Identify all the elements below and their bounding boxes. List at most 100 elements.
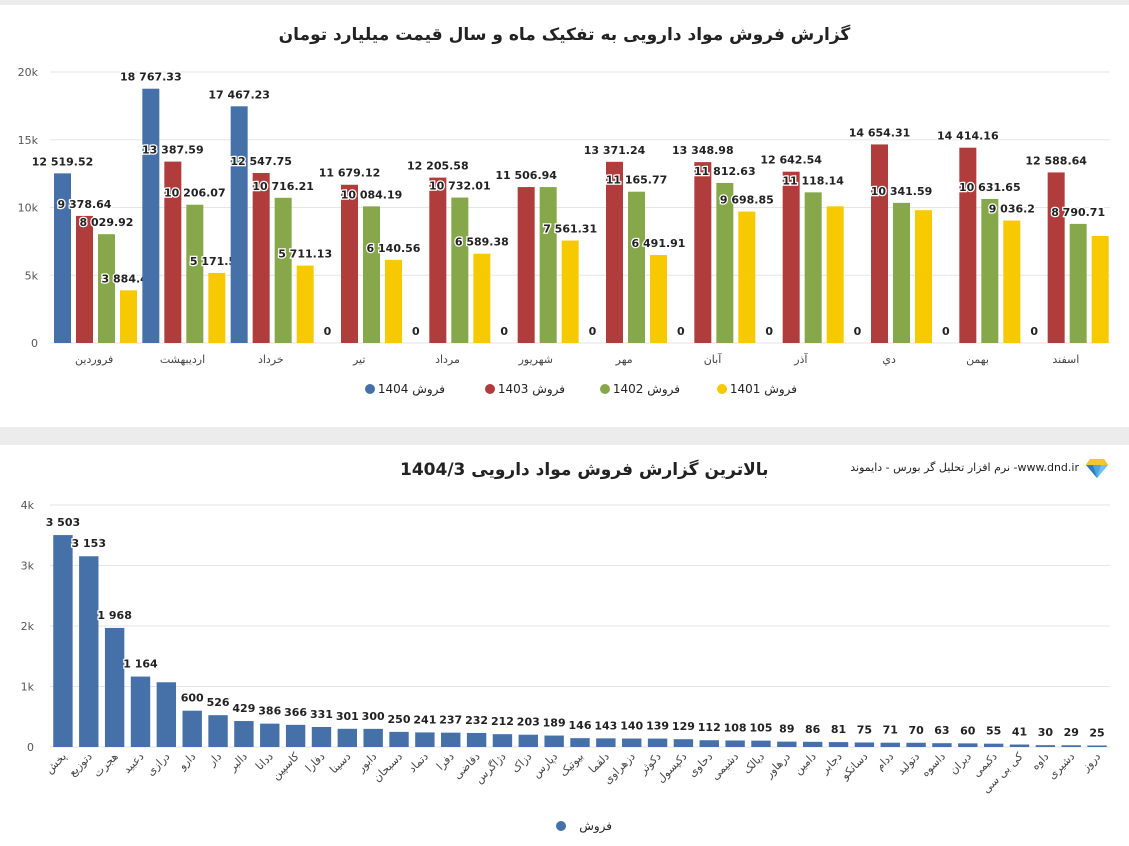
data-label: 300 <box>362 710 385 723</box>
x-tick-label: شهریور <box>518 353 553 366</box>
data-label: 75 <box>857 723 872 736</box>
bar <box>893 202 910 343</box>
bar <box>1047 172 1065 343</box>
data-label: 212 <box>491 715 514 728</box>
data-label: 11 118.14 <box>782 174 844 187</box>
x-tick-label: اسفند <box>1052 353 1079 366</box>
x-tick-label: خرداد <box>258 353 284 366</box>
data-label: 12 588.64 <box>1025 154 1087 167</box>
bar <box>492 734 513 747</box>
legend-label: فروش <box>579 819 612 834</box>
x-tick-label: هجرت <box>91 750 121 780</box>
bar <box>1087 745 1107 747</box>
data-label: 241 <box>413 713 436 726</box>
data-label: 129 <box>672 720 695 733</box>
bar <box>517 187 535 343</box>
top-sales-chart: 0 1k 2k 3k 4k 3 503 پخش 3 153 دتوزیع 1 968 هجرت 1 1… <box>21 499 1110 834</box>
bar <box>208 272 226 343</box>
bar <box>699 740 719 747</box>
data-label: 6 589.38 <box>455 236 509 249</box>
data-label: 0 <box>942 325 950 338</box>
data-label: 14 414.16 <box>937 130 999 143</box>
data-label: 0 <box>589 325 597 338</box>
x-tick-label: دار <box>205 750 224 769</box>
y-tick-label: 3k <box>21 560 35 573</box>
bar <box>539 187 557 343</box>
bar <box>164 161 182 343</box>
data-label: 250 <box>388 713 411 726</box>
legend-marker <box>365 384 375 394</box>
bar <box>142 88 160 344</box>
data-label: 0 <box>765 325 773 338</box>
bar <box>415 732 435 747</box>
x-tick-label: دتولید <box>895 750 923 778</box>
data-label: 112 <box>698 721 721 734</box>
data-label: 189 <box>543 717 566 730</box>
data-label: 11 165.77 <box>606 174 668 187</box>
diamond-logo-icon <box>1086 459 1108 478</box>
data-label: 30 <box>1038 726 1054 739</box>
data-label: 70 <box>908 724 924 737</box>
legend-label: فروش 1404 <box>378 382 445 397</box>
x-tick-label: مهر <box>615 353 633 366</box>
bar <box>906 742 926 747</box>
bar <box>186 204 204 343</box>
x-tick-label: آذر <box>793 352 808 366</box>
data-label: 81 <box>831 723 846 736</box>
data-label: 232 <box>465 714 488 727</box>
x-tick-label: دتماد <box>406 750 431 775</box>
top-sales-card: بالاترین گزارش فروش مواد دارویی 1404/3 ن… <box>0 445 1129 846</box>
data-label: 0 <box>1030 325 1038 338</box>
data-label: 11 812.63 <box>694 165 756 178</box>
x-tick-label: دسبحان <box>371 750 406 785</box>
bar <box>429 177 447 343</box>
data-label: 55 <box>986 725 1001 738</box>
bar <box>120 290 137 343</box>
data-label: 9 698.85 <box>720 194 774 207</box>
legend-label: فروش 1402 <box>613 382 680 397</box>
x-tick-label: دي <box>882 353 896 366</box>
data-label: 0 <box>677 325 685 338</box>
data-label: 10 631.65 <box>959 181 1021 194</box>
y-tick-label: 0 <box>27 741 34 754</box>
x-tick-label: پخش <box>43 750 69 776</box>
y-tick-label: 20k <box>18 66 39 79</box>
x-tick-label: تیر <box>352 353 365 366</box>
data-label: 7 561.31 <box>543 223 597 236</box>
data-label: 139 <box>646 720 669 733</box>
x-tick-label: دفارا <box>303 750 328 775</box>
data-label: 600 <box>181 692 204 705</box>
bar <box>544 735 564 747</box>
data-label: 13 371.24 <box>584 144 646 157</box>
y-tick-label: 15k <box>18 134 39 147</box>
data-label: 3 153 <box>72 537 106 550</box>
data-label: 12 642.54 <box>760 154 822 167</box>
bar <box>647 738 668 747</box>
bar <box>230 106 248 343</box>
x-tick-label: دامین <box>792 750 819 777</box>
data-label: 11 679.12 <box>319 167 381 180</box>
chart1-title: گزارش فروش مواد دارویی به تفکیک ماه و سا… <box>278 25 851 45</box>
bar <box>1061 745 1081 747</box>
bar <box>466 732 487 747</box>
bar <box>1091 235 1109 343</box>
data-label: 8 029.92 <box>80 216 134 229</box>
y-tick-label: 10k <box>18 202 39 215</box>
bar <box>802 741 823 747</box>
data-label: 63 <box>934 724 949 737</box>
data-label: 12 519.52 <box>32 155 94 168</box>
y-tick-label: 1k <box>21 681 35 694</box>
data-label: 203 <box>517 716 540 729</box>
x-tick-label: درازی <box>144 750 172 778</box>
data-label: 237 <box>439 714 462 727</box>
bar <box>826 206 844 343</box>
brand-text: نرم افزار تحلیل گر بورس - دایموند -www.d… <box>850 461 1079 474</box>
y-tick-label: 5k <box>25 269 39 282</box>
data-label: 18 767.33 <box>120 71 182 84</box>
bar <box>389 731 409 747</box>
data-label: 9 378.64 <box>58 198 112 211</box>
bar <box>958 743 978 747</box>
bar <box>673 739 694 747</box>
x-tick-label: دیران <box>947 750 974 777</box>
bar <box>1069 223 1087 343</box>
